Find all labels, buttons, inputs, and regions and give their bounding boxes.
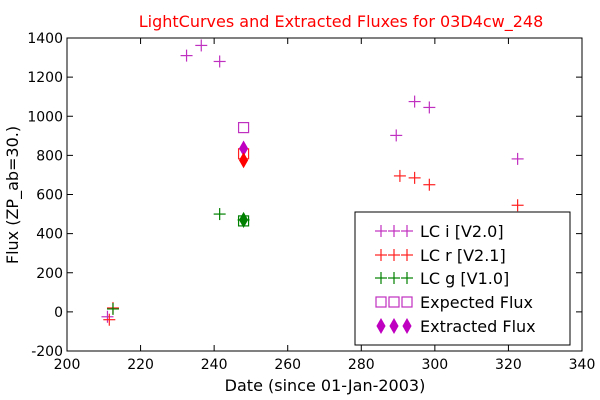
x-axis-label: Date (since 01-Jan-2003) [225, 376, 426, 395]
legend-swatch [401, 296, 413, 308]
extracted-flux-marker [238, 152, 249, 169]
legend-label: Extracted Flux [420, 317, 536, 336]
data-point-plus [408, 171, 421, 184]
data-point-plus [393, 169, 406, 182]
data-point-plus [390, 129, 403, 142]
x-tick-label: 320 [495, 357, 522, 373]
y-tick-label: 1000 [27, 109, 63, 125]
data-point-plus [103, 313, 116, 326]
axis-ticks [66, 37, 583, 352]
legend-label: LC r [V2.1] [420, 246, 506, 265]
y-tick-label: 600 [36, 188, 63, 204]
y-tick-label: 200 [36, 266, 63, 282]
expected-flux-marker [237, 121, 250, 134]
y-tick-label: -200 [31, 344, 63, 360]
legend-item: LC r [V2.1] [375, 246, 506, 265]
legend-swatch [402, 317, 412, 335]
legend-swatch [401, 225, 413, 237]
x-tick-label: 240 [201, 357, 228, 373]
y-tick-label: 1400 [27, 31, 63, 47]
legend-swatch [375, 225, 387, 237]
extracted-flux-marker [238, 211, 249, 228]
data-point-plus [511, 152, 524, 165]
data-point-plus [213, 55, 226, 68]
legend: LC i [V2.0] LC r [V2.1] LC g [V1.0] Expecte… [354, 211, 571, 346]
y-tick-label: 1200 [27, 70, 63, 86]
legend-swatch [401, 272, 413, 284]
legend-item: Extracted Flux [376, 317, 536, 336]
legend-swatch [388, 272, 400, 284]
legend-swatch [375, 249, 387, 261]
x-tick-label: 260 [274, 357, 301, 373]
legend-label: LC i [V2.0] [420, 222, 504, 241]
y-axis-label: Flux (ZP_ab=30.) [3, 126, 23, 264]
legend-label: LC g [V1.0] [420, 269, 509, 288]
x-tick-label: 340 [569, 357, 596, 373]
data-point-plus [423, 101, 436, 114]
data-point-plus [180, 49, 193, 62]
legend-swatch [375, 272, 387, 284]
y-tick-label: 800 [36, 148, 63, 164]
legend-swatch [401, 249, 413, 261]
data-point-plus [195, 39, 208, 52]
data-point-plus [213, 208, 226, 221]
legend-swatch [388, 296, 400, 308]
y-tick-label: 400 [36, 227, 63, 243]
legend-swatch [388, 225, 400, 237]
legend-item: LC g [V1.0] [375, 269, 509, 288]
data-point-plus [101, 310, 114, 323]
legend-item: Expected Flux [375, 293, 533, 312]
x-tick-label: 280 [348, 357, 375, 373]
y-tick-label: 0 [54, 305, 63, 321]
data-marks [101, 39, 524, 326]
tick-labels: 200 220 240 260 280 300 320 340 -200 0 200 400 600 80… [27, 31, 595, 373]
chart-title: LightCurves and Extracted Fluxes for 03D… [139, 12, 544, 32]
data-point-plus [106, 302, 119, 315]
x-tick-label: 200 [54, 357, 81, 373]
data-point-plus [511, 199, 524, 212]
legend-swatch [375, 296, 387, 308]
data-point-plus [408, 95, 421, 108]
legend-swatch [389, 317, 399, 335]
data-point-plus [423, 178, 436, 191]
legend-swatch [376, 317, 386, 335]
x-tick-label: 220 [127, 357, 154, 373]
legend-swatch [388, 249, 400, 261]
legend-item: LC i [V2.0] [375, 222, 504, 241]
x-tick-label: 300 [421, 357, 448, 373]
legend-label: Expected Flux [420, 293, 533, 312]
